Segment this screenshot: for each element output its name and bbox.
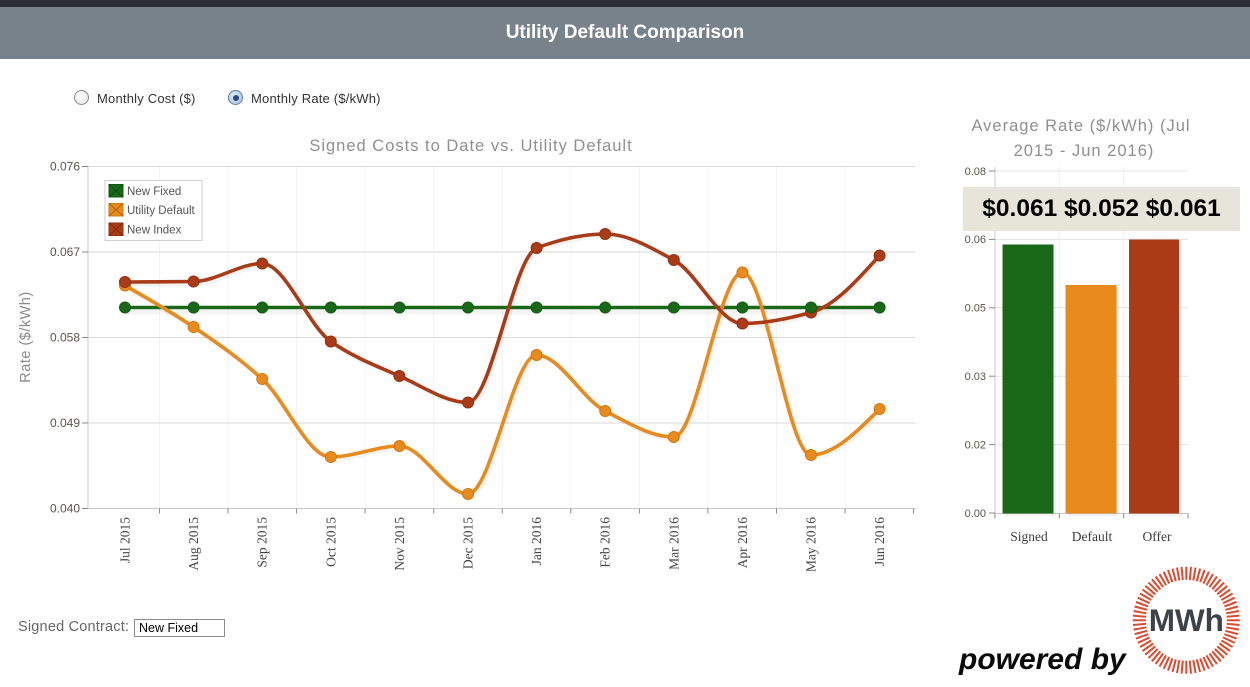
svg-text:Aug 2015: Aug 2015 [186, 517, 201, 571]
svg-text:Oct 2015: Oct 2015 [323, 517, 338, 567]
svg-text:Average Rate ($/kWh) (Jul: Average Rate ($/kWh) (Jul [971, 117, 1190, 135]
svg-text:0.067: 0.067 [50, 245, 80, 259]
svg-text:Jan 2016: Jan 2016 [529, 517, 544, 566]
svg-text:Rate ($/kWh): Rate ($/kWh) [18, 291, 34, 382]
svg-text:Signed Costs to Date vs. Utili: Signed Costs to Date vs. Utility Default [309, 137, 632, 155]
svg-text:Jun 2016: Jun 2016 [872, 517, 887, 566]
svg-text:Default: Default [1072, 529, 1113, 544]
svg-text:Feb 2016: Feb 2016 [598, 517, 613, 568]
svg-text:0.049: 0.049 [50, 416, 80, 430]
svg-text:Sep 2015: Sep 2015 [255, 517, 270, 568]
svg-text:0.058: 0.058 [50, 331, 80, 345]
svg-text:Jul 2015: Jul 2015 [118, 517, 133, 563]
svg-text:0.00: 0.00 [965, 508, 986, 520]
svg-text:0.05: 0.05 [965, 303, 986, 315]
svg-text:MWh: MWh [1149, 602, 1224, 638]
svg-text:Dec 2015: Dec 2015 [461, 517, 476, 569]
svg-text:0.03: 0.03 [965, 371, 986, 383]
svg-text:0.06: 0.06 [965, 234, 986, 246]
svg-text:New Fixed: New Fixed [127, 186, 181, 198]
svg-text:Nov 2015: Nov 2015 [392, 517, 407, 571]
svg-text:2015 - Jun 2016): 2015 - Jun 2016) [1014, 142, 1155, 160]
svg-text:Mar 2016: Mar 2016 [666, 517, 681, 570]
svg-text:Offer: Offer [1143, 529, 1172, 544]
svg-text:0.02: 0.02 [965, 439, 986, 451]
svg-text:0.08: 0.08 [965, 166, 986, 178]
svg-text:Apr 2016: Apr 2016 [735, 517, 750, 569]
svg-text:0.076: 0.076 [50, 160, 80, 174]
svg-text:New Index: New Index [127, 224, 182, 236]
svg-text:Signed: Signed [1010, 529, 1048, 544]
svg-text:0.040: 0.040 [50, 502, 80, 516]
svg-text:Utility Default: Utility Default [127, 205, 196, 217]
svg-text:May 2016: May 2016 [804, 517, 819, 572]
